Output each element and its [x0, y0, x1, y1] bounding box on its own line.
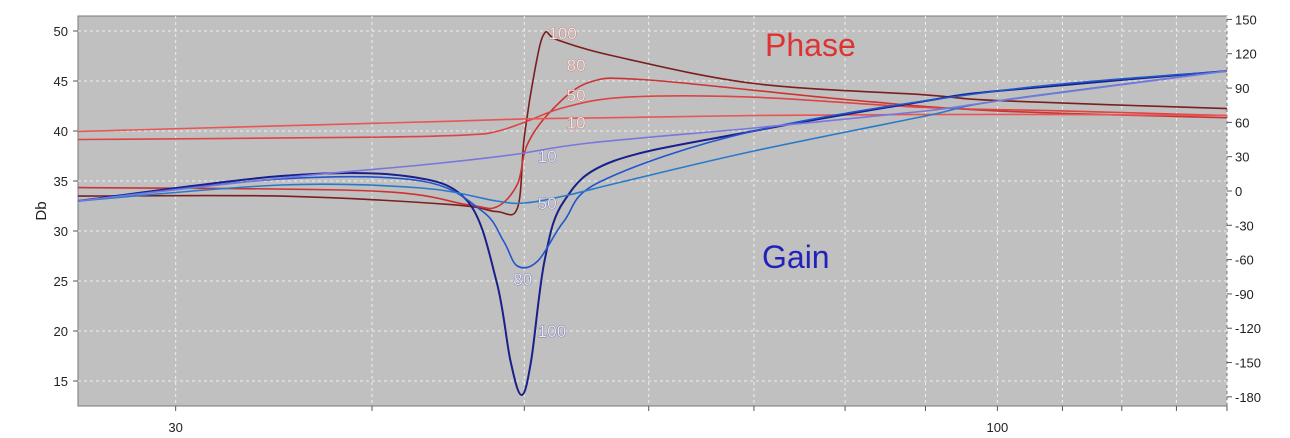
- grid-lines: [78, 16, 1228, 406]
- gain-curve-10: [77, 70, 1228, 202]
- gain-curve-label-10: 10: [538, 147, 557, 166]
- y-tick-label-right: 30: [1235, 150, 1249, 165]
- y-tick-label-right: -60: [1235, 253, 1254, 268]
- y-tick-label-left: 35: [54, 174, 68, 189]
- y-tick-label-right: 60: [1235, 115, 1249, 130]
- x-tick-label: 30: [168, 420, 182, 435]
- y-tick-label-right: 0: [1235, 184, 1242, 199]
- phase-curve-10: [77, 113, 1228, 133]
- y-tick-label-left: 45: [54, 74, 68, 89]
- x-tick-label: 100: [987, 420, 1009, 435]
- y-tick-label-left: 25: [54, 274, 68, 289]
- y-tick-label-left: 50: [54, 24, 68, 39]
- phase-curve-label-80: 80: [567, 56, 586, 75]
- y-tick-label-left: 40: [54, 124, 68, 139]
- phase-curve-label-50: 50: [567, 86, 586, 105]
- curves: [77, 30, 1228, 397]
- phase-curve-50: [77, 95, 1228, 141]
- y-tick-label-right: -150: [1235, 356, 1261, 371]
- curve-labels: 100 80 50 10 100 80 50 10 Phase Gain: [513, 24, 856, 341]
- phase-annotation: Phase: [765, 27, 856, 63]
- y-tick-label-right: -180: [1235, 390, 1261, 405]
- gain-curve-label-100: 100: [538, 322, 566, 341]
- gain-annotation: Gain: [762, 239, 830, 275]
- y-tick-label-right: -30: [1235, 218, 1254, 233]
- plot-area: [77, 15, 1228, 407]
- y-tick-label-left: 30: [54, 224, 68, 239]
- y-tick-label-right: 120: [1235, 47, 1257, 62]
- axis-ticks: 15 20 25 30 35 40 45 50 -180 -150 -120 -90 -60 -30 0 30…: [54, 12, 1262, 435]
- y-tick-label-right: 150: [1235, 12, 1257, 27]
- gain-curve-label-50: 50: [538, 194, 557, 213]
- y-tick-label-right: -90: [1235, 287, 1254, 302]
- y-axis-title: Db: [33, 201, 50, 220]
- phase-curve-label-10: 10: [567, 113, 586, 132]
- y-tick-label-left: 15: [54, 374, 68, 389]
- gain-curve-label-80: 80: [513, 270, 532, 289]
- y-tick-label-right: -120: [1235, 321, 1261, 336]
- y-tick-label-left: 20: [54, 324, 68, 339]
- y-tick-label-right: 90: [1235, 81, 1249, 96]
- gain-curve-80: [77, 70, 1228, 269]
- phase-curve-100: [77, 30, 1228, 216]
- phase-curve-label-100: 100: [548, 24, 576, 43]
